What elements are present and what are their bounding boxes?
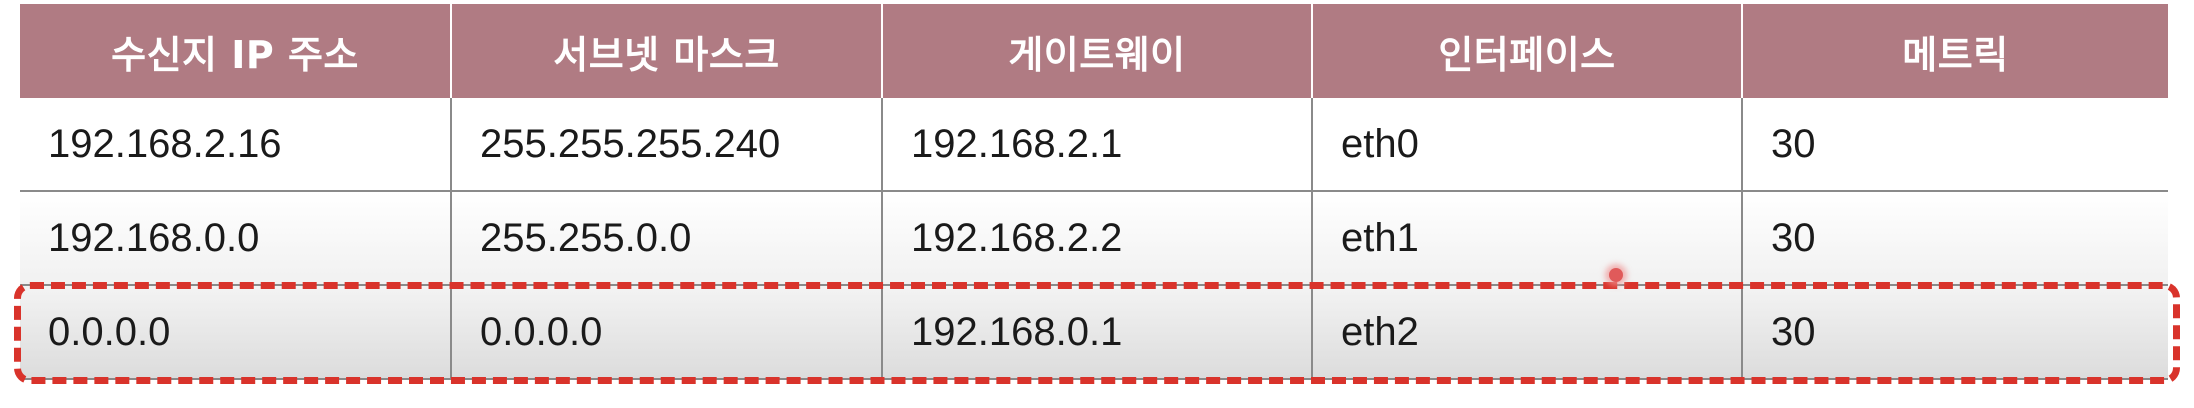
cell-gateway: 192.168.0.1 bbox=[882, 285, 1313, 380]
header-destination-ip: 수신지 IP 주소 bbox=[20, 4, 452, 98]
cell-gateway: 192.168.2.2 bbox=[882, 191, 1313, 286]
table-row: 192.168.0.0 255.255.0.0 192.168.2.2 eth1… bbox=[20, 191, 2168, 286]
cell-interface: eth0 bbox=[1312, 98, 1743, 192]
cell-subnet-mask: 255.255.255.240 bbox=[451, 98, 883, 192]
cell-metric: 30 bbox=[1742, 285, 2168, 380]
cell-destination-ip: 0.0.0.0 bbox=[20, 285, 452, 380]
header-interface: 인터페이스 bbox=[1311, 4, 1743, 98]
cell-interface: eth1 bbox=[1312, 191, 1743, 286]
cell-metric: 30 bbox=[1742, 191, 2168, 286]
cell-subnet-mask: 255.255.0.0 bbox=[451, 191, 883, 286]
cell-destination-ip: 192.168.0.0 bbox=[20, 191, 452, 286]
cell-gateway: 192.168.2.1 bbox=[882, 98, 1313, 192]
cell-destination-ip: 192.168.2.16 bbox=[20, 98, 452, 192]
cell-metric: 30 bbox=[1742, 98, 2168, 192]
header-metric: 메트릭 bbox=[1741, 4, 2168, 98]
table-row: 192.168.2.16 255.255.255.240 192.168.2.1… bbox=[20, 98, 2168, 192]
header-row: 수신지 IP 주소 서브넷 마스크 게이트웨이 인터페이스 메트릭 bbox=[20, 4, 2168, 98]
header-subnet-mask: 서브넷 마스크 bbox=[450, 4, 883, 98]
cell-interface: eth2 bbox=[1312, 285, 1743, 380]
routing-table: 수신지 IP 주소 서브넷 마스크 게이트웨이 인터페이스 메트릭 192.16… bbox=[20, 4, 2168, 380]
table-row-default-route: 0.0.0.0 0.0.0.0 192.168.0.1 eth2 30 bbox=[20, 285, 2168, 380]
cell-subnet-mask: 0.0.0.0 bbox=[451, 285, 883, 380]
header-gateway: 게이트웨이 bbox=[881, 4, 1313, 98]
